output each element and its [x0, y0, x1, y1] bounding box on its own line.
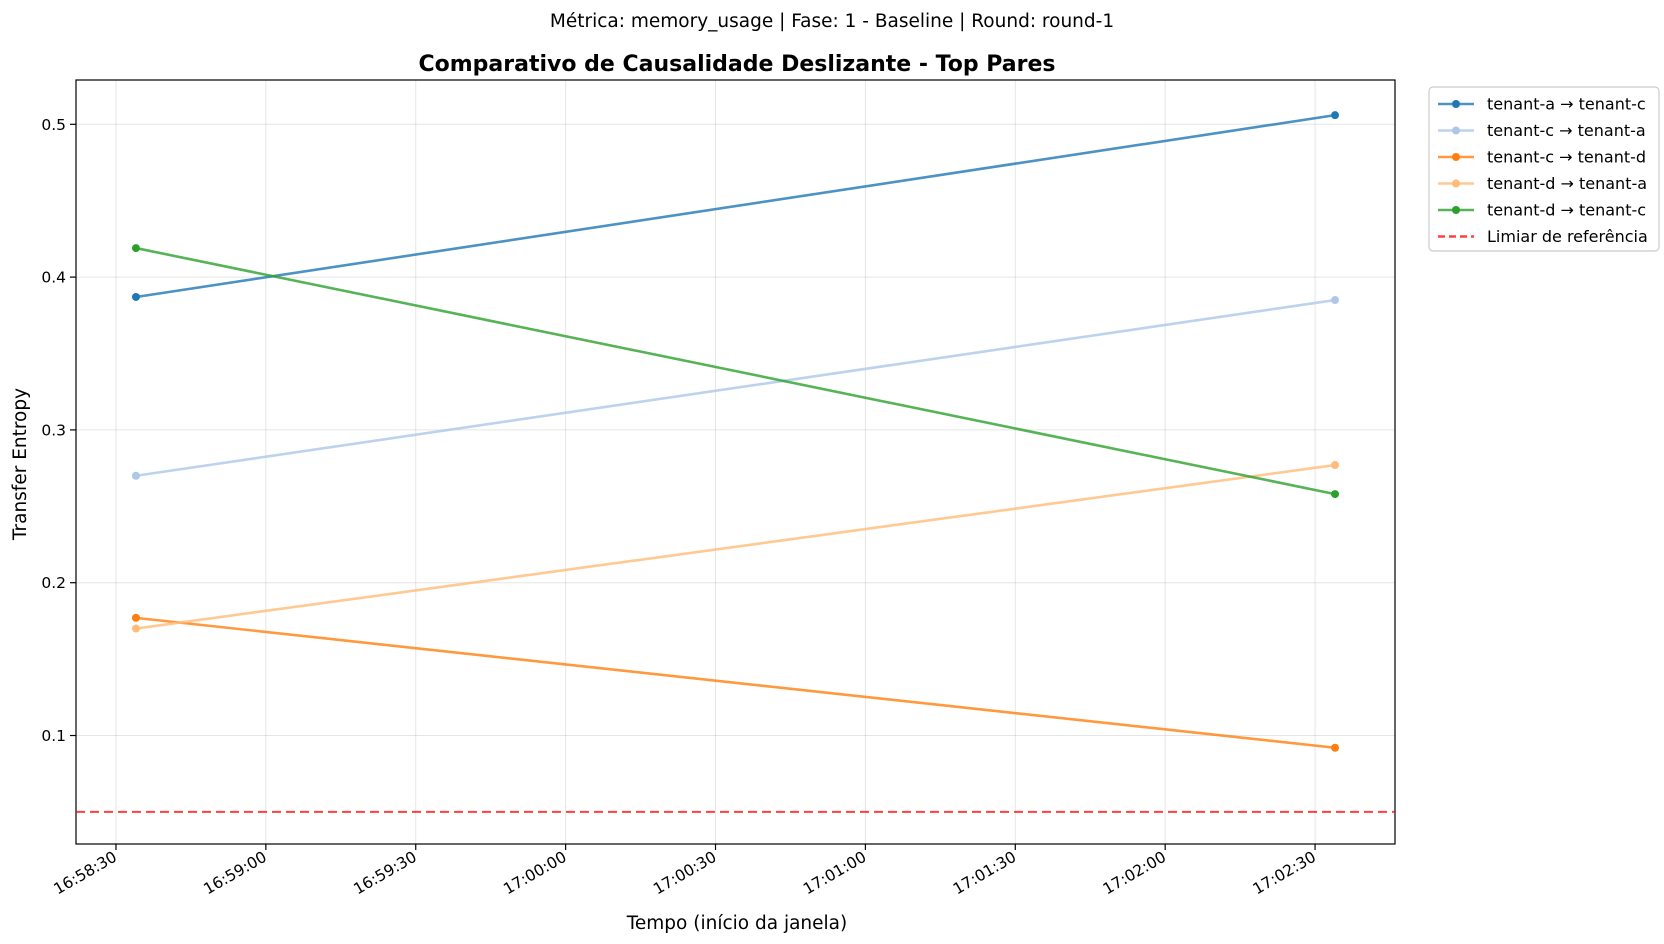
legend-marker: [1452, 153, 1460, 161]
x-tick-label: 17:02:00: [1100, 848, 1169, 898]
data-point: [131, 244, 140, 253]
data-point: [1331, 743, 1340, 752]
y-tick-label: 0.3: [41, 421, 66, 439]
data-point: [131, 292, 140, 301]
legend-label: tenant-c → tenant-a: [1487, 121, 1646, 140]
x-axis: 16:58:30 16:59:00 16:59:30 17:00:00 17:00:30…: [51, 844, 1319, 898]
data-point: [131, 613, 140, 622]
y-tick-label: 0.1: [41, 727, 66, 745]
x-tick-label: 16:59:00: [201, 848, 270, 898]
x-tick-label: 17:00:30: [650, 848, 719, 898]
series-line: [135, 463, 1336, 630]
series-line: [135, 298, 1336, 478]
x-axis-label: Tempo (início da janela): [626, 913, 847, 934]
series-line: [135, 616, 1336, 750]
data-point: [1331, 490, 1340, 499]
data-point: [131, 471, 140, 480]
x-tick-label: 17:01:30: [950, 848, 1019, 898]
y-tick-label: 0.5: [41, 116, 66, 134]
x-tick-label: 16:59:30: [350, 848, 419, 898]
series-layer: [131, 111, 1340, 752]
legend-label: tenant-c → tenant-d: [1487, 148, 1646, 167]
y-axis: 0.1 0.2 0.3 0.4 0.5: [41, 116, 76, 745]
plot-area: [75, 79, 1396, 845]
series-line: [135, 113, 1336, 299]
y-tick-label: 0.4: [41, 269, 66, 287]
chart-title: Comparativo de Causalidade Deslizante - …: [419, 52, 1056, 77]
data-point: [1331, 296, 1340, 305]
grid: [76, 80, 1395, 844]
y-tick-label: 0.2: [41, 574, 66, 592]
legend-marker: [1452, 179, 1460, 188]
y-axis-label: Transfer Entropy: [10, 388, 31, 541]
legend-label: Limiar de referência: [1487, 227, 1648, 246]
series-line: [135, 246, 1336, 496]
x-tick-label: 16:58:30: [51, 848, 120, 898]
data-point: [1331, 461, 1340, 470]
legend-marker: [1452, 100, 1460, 108]
x-tick-label: 17:00:00: [500, 848, 569, 898]
legend-label: tenant-d → tenant-c: [1487, 201, 1646, 220]
legend-marker: [1452, 126, 1460, 135]
legend-label: tenant-d → tenant-a: [1487, 174, 1647, 193]
data-point: [1331, 111, 1340, 120]
legend: tenant-a → tenant-c tenant-c → tenant-a te…: [1428, 86, 1660, 252]
legend-frame: [1428, 86, 1660, 252]
legend-marker: [1452, 206, 1460, 214]
data-point: [131, 624, 140, 633]
figure-suptitle: Métrica: memory_usage | Fase: 1 - Baseli…: [550, 11, 1114, 32]
legend-label: tenant-a → tenant-c: [1487, 95, 1646, 114]
x-tick-label: 17:02:30: [1250, 848, 1319, 898]
x-tick-label: 17:01:00: [800, 848, 869, 898]
